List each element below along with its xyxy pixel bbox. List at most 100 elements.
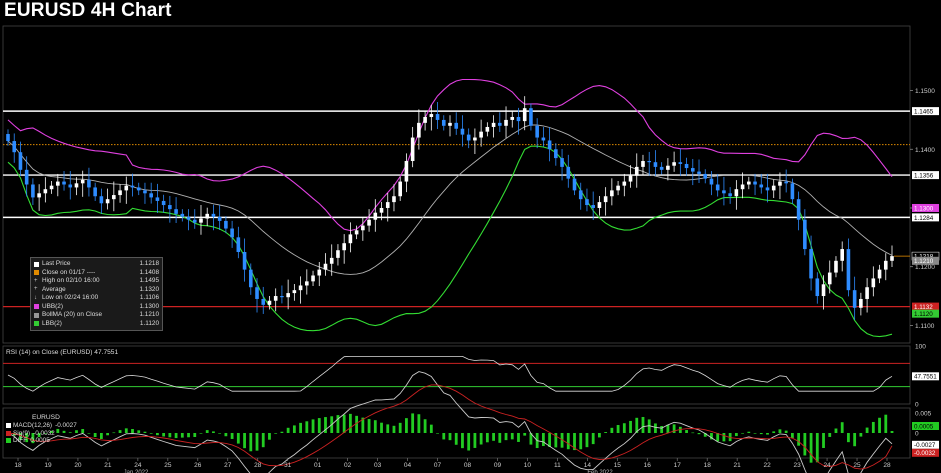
candle-body <box>435 114 440 120</box>
macd-diff-bar <box>348 413 352 433</box>
macd-diff-bar <box>517 433 520 442</box>
rsi-tick-label: 0 <box>915 402 919 409</box>
macd-diff-bar <box>19 433 22 441</box>
candle-body <box>230 228 234 238</box>
x-tick-label: 28 <box>254 462 262 469</box>
candle-body <box>6 134 10 142</box>
candle-body <box>217 216 222 221</box>
legend-row: Last Price 1.1218 <box>34 260 159 269</box>
candle-body <box>803 219 807 250</box>
legend-value: 1.1300 <box>139 302 159 310</box>
candle-body <box>361 225 365 231</box>
macd-box-macd <box>912 440 939 449</box>
macd-diff-bar <box>579 433 583 450</box>
macd-diff-bar <box>405 418 408 433</box>
x-tick-label: 04 <box>404 462 412 469</box>
green-square-icon <box>34 321 39 327</box>
macd-diff-bar <box>174 433 178 439</box>
candle-body <box>80 179 85 184</box>
macd-diff-bar <box>604 432 608 433</box>
white-square-icon <box>34 261 39 267</box>
x-tick-label: 07 <box>434 462 442 469</box>
x-tick-label: 10 <box>524 462 532 469</box>
macd-diff-bar <box>280 431 284 433</box>
macd-diff-bar <box>560 433 564 448</box>
macd-diff-bar <box>871 421 875 433</box>
macd-tick-label: 0 <box>915 431 919 438</box>
macd-diff-bar <box>716 433 720 442</box>
macd-diff-bar <box>106 433 110 436</box>
candle-body <box>715 184 720 191</box>
macd-diff-bar <box>429 424 433 433</box>
candle-body <box>348 234 353 244</box>
macd-diff-bar <box>666 424 670 433</box>
candle-body <box>305 281 309 286</box>
green-square-icon <box>6 438 11 444</box>
macd-diff-bar <box>373 420 377 433</box>
candle-body <box>174 209 178 214</box>
candle-body <box>690 168 695 172</box>
macd-header: EURUSD <box>32 414 60 421</box>
macd-diff-bar <box>436 433 439 434</box>
macd-diff-bar <box>423 419 427 433</box>
macd-diff-bar <box>162 433 166 437</box>
candle-body <box>466 134 471 141</box>
candle-body <box>796 199 801 220</box>
candle-body <box>765 187 770 191</box>
candle-body <box>672 162 676 166</box>
macd-diff-bar <box>68 432 72 433</box>
macd-diff-bar <box>840 422 844 433</box>
macd-diff-bar <box>591 433 595 445</box>
axis-label-hline-red: 1.1132 <box>914 304 933 311</box>
candle-body <box>317 269 322 276</box>
macd-diff-bar <box>137 430 141 433</box>
macd-diff-bar <box>510 433 514 440</box>
macd-legend-row: DIFF 0.0005 <box>6 437 77 445</box>
candle-body <box>441 119 446 126</box>
macd-box-label-signal: -0.0032 <box>914 450 936 457</box>
candle-body <box>815 278 820 297</box>
candle-body <box>753 181 757 185</box>
candle-body <box>392 196 396 203</box>
macd-diff-bar <box>261 433 265 448</box>
legend-row: BollMA (20) on Close 1.1210 <box>34 311 159 320</box>
macd-box-label-diff: 0.0005 <box>914 423 934 430</box>
bollinger-bands <box>7 78 893 338</box>
candle-body <box>31 184 35 198</box>
month-label: Feb 2022 <box>587 470 613 473</box>
candle-body <box>118 190 122 196</box>
macd-diff-bar <box>243 433 246 449</box>
macd-diff-bar <box>50 430 53 433</box>
candle-body <box>298 285 303 291</box>
candle-body <box>678 162 683 164</box>
x-tick-label: 26 <box>194 462 202 469</box>
price-panel <box>2 25 911 459</box>
macd-box-label-macd: -0.0027 <box>914 442 936 449</box>
axis-label-hline-white: 1.1465 <box>914 109 934 116</box>
macd-diff-bar <box>610 427 614 433</box>
candle-body <box>877 269 882 279</box>
x-tick-label: 15 <box>614 462 622 469</box>
macd-diff-bar <box>143 431 147 433</box>
macd-legend-row: Sig(9) -0.0032 <box>6 430 77 438</box>
axis-label-bollma: 1.1210 <box>914 258 934 265</box>
candle-body <box>273 296 278 301</box>
macd-diff-bar <box>847 433 850 443</box>
legend-label: UBB(2) <box>42 302 63 310</box>
macd-diff-bar <box>199 433 203 434</box>
macd-diff-bar <box>268 433 271 440</box>
candle-body <box>709 178 714 185</box>
macd-box-diff <box>912 422 939 430</box>
candle-body <box>485 126 490 132</box>
axis-box-bollma <box>912 256 939 265</box>
macd-diff-bar <box>647 419 651 433</box>
macd-diff-bar <box>62 430 66 433</box>
x-tick-label: 01 <box>314 462 322 469</box>
macd-diff-bar <box>778 429 782 433</box>
candle-body <box>610 190 614 197</box>
legend-label: Average <box>42 285 66 293</box>
legend-value: 1.1495 <box>139 277 159 284</box>
candle-body <box>784 181 788 184</box>
legend-value: 1.1120 <box>139 319 159 327</box>
